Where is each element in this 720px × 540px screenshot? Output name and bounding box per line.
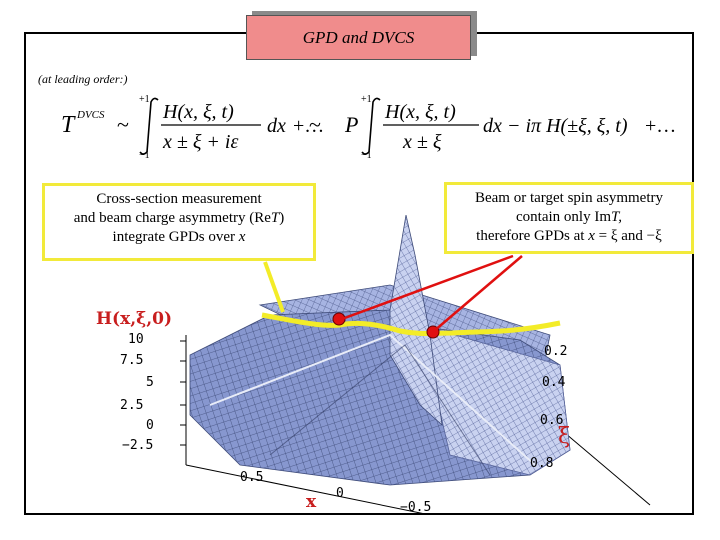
callout-cross-section: Cross-section measurement and beam charg… — [42, 183, 316, 261]
principal-value: P — [344, 112, 358, 137]
x-tick-label: 0.5 — [240, 470, 264, 485]
imaginary-term: − iπ H(±ξ, ξ, t) — [507, 115, 628, 137]
diagonal-ridge — [209, 333, 536, 466]
formula-lhs-superscript: DVCS — [76, 109, 105, 121]
formula-tilde-1: ~ — [117, 112, 129, 137]
z-tick-label: 5 — [146, 375, 154, 390]
x-axis-line — [185, 464, 431, 515]
right-arrow-to-xi — [341, 254, 514, 321]
leading-order-note: (at leading order:) — [38, 72, 128, 86]
integral-lower-1: −1 — [139, 150, 150, 161]
numerator-1: H(x, ξ, t) — [162, 101, 234, 123]
z-tick-label: −2.5 — [122, 438, 154, 453]
formula-tilde-2: ~ — [309, 112, 321, 137]
integral-upper-1: +1 — [139, 94, 150, 105]
x-axis-title: x — [306, 492, 317, 512]
plus-dots-1: +… — [293, 115, 324, 137]
right-arrow-to-minus-xi — [433, 255, 523, 332]
x-tick-label: −0.5 — [400, 500, 432, 515]
xi-tick-label: 0.4 — [542, 375, 566, 390]
callout-right-line2: contain only ImT, — [516, 209, 622, 225]
callout-right-line3: therefore GPDs at x = ξ and −ξ — [476, 228, 662, 244]
formula-lhs: T — [61, 112, 76, 138]
callout-left-line1: Cross-section measurement — [96, 191, 262, 207]
integral-sign-1 — [139, 97, 159, 155]
dx-2: dx — [483, 115, 502, 137]
dx-1: dx — [267, 115, 286, 137]
callout-left-line3: integrate GPDs over x — [112, 229, 246, 245]
integral-upper-2: +1 — [361, 94, 372, 105]
z-tick-label: 10 — [128, 332, 144, 347]
callout-spin-asymmetry: Beam or target spin asymmetry contain on… — [444, 182, 694, 254]
diagonal-valley — [269, 344, 491, 476]
integral-lower-2: −1 — [361, 150, 372, 161]
slide-title-text: GPD and DVCS — [302, 27, 415, 47]
xi-cross-section-line — [261, 312, 561, 336]
integral-sign-2 — [361, 97, 381, 155]
xi-axis-title: ξ — [558, 424, 571, 449]
z-tick-label: 7.5 — [120, 353, 144, 368]
numerator-2: H(x, ξ, t) — [384, 101, 456, 123]
denominator-1: x ± ξ + iε — [162, 131, 238, 153]
slide-title: GPD and DVCS — [246, 15, 471, 60]
callout-right-line1: Beam or target spin asymmetry — [474, 190, 663, 206]
surface-spike — [389, 215, 443, 427]
plus-dots-2: +… — [645, 115, 675, 137]
x-tick-label: 0 — [336, 486, 344, 501]
callout-left-line2: and beam charge asymmetry (ReT) — [73, 210, 285, 226]
dvcs-formula: T DVCS ~ +1 −1 H(x, ξ, t) x ± ξ + iε dx … — [61, 94, 675, 161]
z-tick-label: 0 — [146, 418, 154, 433]
z-axis-ticks — [180, 340, 186, 446]
xi-tick-label: 0.8 — [530, 456, 554, 471]
z-axis-title: H(x,ξ,0) — [96, 309, 173, 329]
surface-right-patch — [419, 324, 571, 476]
z-tick-label: 2.5 — [120, 398, 144, 413]
xi-tick-label: 0.2 — [544, 344, 568, 359]
xi-tick-label: 0.6 — [540, 413, 564, 428]
gpd-surface-plot — [180, 215, 651, 515]
denominator-2: x ± ξ — [402, 131, 442, 153]
left-callout-pointer — [263, 261, 285, 313]
